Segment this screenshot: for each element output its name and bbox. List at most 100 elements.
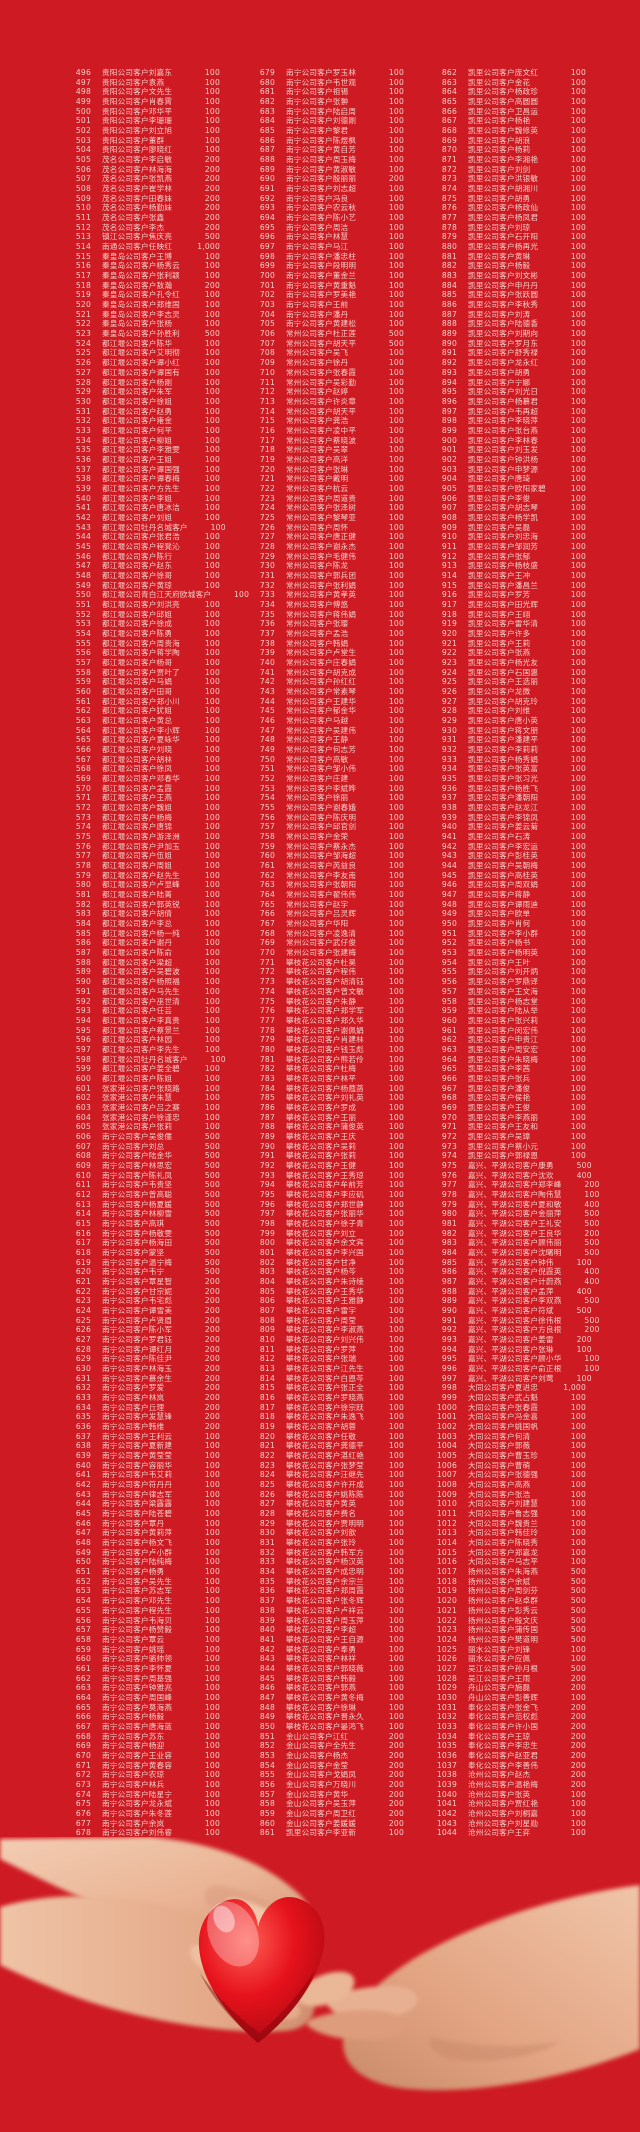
- entry-amount: 100: [204, 1702, 220, 1712]
- entry-amount: 100: [204, 416, 220, 426]
- entry-amount: 100: [570, 764, 586, 774]
- entry-name: 凯里公司客户郭禄恩: [468, 1151, 539, 1161]
- entry-number: 597: [75, 1044, 91, 1054]
- entry-number: 1000: [436, 1402, 457, 1412]
- entry-amount: 100: [570, 203, 586, 213]
- entry-amount: 500: [204, 1238, 220, 1248]
- entry-number: 653: [75, 1586, 91, 1596]
- list-item: 524 都江堰公司客户陈华 100: [64, 339, 220, 349]
- entry-number: 864: [441, 87, 457, 97]
- entry-number: 585: [75, 928, 91, 938]
- entry-number: 873: [441, 174, 457, 184]
- list-item: 642 南宁公司客户符丹丹 100: [64, 1480, 220, 1490]
- entry-name: 金山公司客户杨杰: [286, 1750, 349, 1760]
- entry-number: 1032: [436, 1712, 457, 1722]
- entry-number: 715: [259, 416, 275, 426]
- list-item: 612 南宁公司客户曾高聪 500: [64, 1190, 220, 1200]
- entry-number: 641: [75, 1470, 91, 1480]
- entry-number: 1041: [436, 1799, 457, 1809]
- entry-number: 526: [75, 358, 91, 368]
- entry-name: 都江堰公司客户李总: [102, 919, 173, 929]
- entry-name: 南宁公司客户唐海蓝: [102, 1721, 173, 1731]
- entry-name: 都江堰公司客户谭春梅: [102, 474, 180, 484]
- list-item: 889 凯里公司客户刘期向 100: [430, 329, 586, 339]
- entry-number: 506: [75, 164, 91, 174]
- entry-number: 700: [259, 271, 275, 281]
- entry-number: 860: [259, 1818, 275, 1828]
- entry-amount: 100: [570, 938, 586, 948]
- list-item: 552 都江堰公司客户邱姐 100: [64, 610, 220, 620]
- list-item: 953 凯里公司客户杨明英 100: [430, 948, 586, 958]
- entry-number: 839: [259, 1615, 275, 1625]
- entry-number: 979: [441, 1199, 457, 1209]
- list-item: 519 秦皇岛公司客户孔令红 100: [64, 290, 220, 300]
- entry-amount: 200: [204, 203, 220, 213]
- entry-number: 639: [75, 1451, 91, 1461]
- entry-amount: 100: [388, 841, 404, 851]
- entry-number: 878: [441, 222, 457, 232]
- entry-name: 嘉兴、平湖公司客户张琳: [468, 1344, 554, 1354]
- entry-number: 607: [75, 1141, 91, 1151]
- entry-number: 987: [441, 1276, 457, 1286]
- entry-name: 攀枝花公司客户郑学军: [286, 1006, 364, 1016]
- list-item: 1000 大同公司客户张春霞 100: [430, 1403, 586, 1413]
- entry-name: 扬州公司客户周剑芬: [468, 1586, 539, 1596]
- entry-name: 凯里公司客户李亚新: [286, 1828, 357, 1838]
- list-item: 982 嘉兴、平湖公司客户王良华 200: [430, 1229, 599, 1239]
- list-item: 581 都江堰公司客户陆菁 100: [64, 890, 220, 900]
- entry-amount: 200: [204, 222, 220, 232]
- list-item: 561 都江堰公司客户郑小川 100: [64, 697, 220, 707]
- entry-amount: 1,000: [563, 1383, 586, 1393]
- entry-name: 秦皇岛公司客户敖瀚: [102, 280, 173, 290]
- entry-name: 沧州公司客户贾红艳: [468, 1799, 539, 1809]
- entry-amount: 100: [204, 483, 220, 493]
- list-item: 899 凯里公司客户张台燕 100: [430, 426, 586, 436]
- entry-number: 671: [75, 1760, 91, 1770]
- list-item: 538 都江堰公司客户谭春梅 100: [64, 474, 220, 484]
- entry-name: 嘉兴、平湖公司客户沈欢: [468, 1170, 554, 1180]
- entry-name: 都江堰公司客户梁超: [102, 957, 173, 967]
- entry-name: 都江堰公司客户王燕: [102, 793, 173, 803]
- entry-name: 秦皇岛公司客户王博: [102, 251, 173, 261]
- entry-amount: 100: [204, 1064, 220, 1074]
- entry-amount: 100: [570, 464, 586, 474]
- entry-amount: 100: [388, 1480, 404, 1490]
- entry-name: 凯里公司客户谭雨迪: [468, 899, 539, 909]
- entry-amount: 100: [570, 97, 586, 107]
- entry-amount: 100: [570, 706, 586, 716]
- entry-amount: 100: [388, 290, 404, 300]
- entry-name: 贵阳公司客户李珊珊: [102, 116, 173, 126]
- list-item: 995 嘉兴、平湖公司客户顾小华 100: [430, 1354, 599, 1364]
- entry-number: 670: [75, 1750, 91, 1760]
- entry-amount: 100: [584, 1189, 600, 1199]
- entry-amount: 100: [570, 1509, 586, 1519]
- list-item: 777 攀枝花公司客户郑久华 100: [248, 1016, 404, 1026]
- list-item: 837 攀枝花公司客户张冬辉 100: [248, 1596, 404, 1606]
- list-item: 763 常州公司客户张朝阳 100: [248, 880, 404, 890]
- entry-name: 秦皇岛公司客户杨秀云: [102, 261, 180, 271]
- list-item: 886 凯里公司客户李秋秀 100: [430, 300, 586, 310]
- entry-number: 734: [259, 599, 275, 609]
- entry-number: 626: [75, 1325, 91, 1335]
- list-item: 609 南宁公司客户林思宏 500: [64, 1161, 220, 1171]
- entry-number: 882: [441, 261, 457, 271]
- entry-name: 凯里公司客户王俊: [468, 1102, 531, 1112]
- entry-name: 扬州公司客户朱海燕: [468, 1567, 539, 1577]
- entry-amount: 100: [388, 1567, 404, 1577]
- entry-number: 1037: [436, 1760, 457, 1770]
- entry-name: 南宁公司客户杨赞毅: [102, 1625, 173, 1635]
- entry-number: 911: [441, 541, 457, 551]
- list-item: 948 凯里公司客户谭雨迪 100: [430, 900, 586, 910]
- entry-number: 789: [259, 1131, 275, 1141]
- entry-name: 南宁公司客户韦海贝: [102, 1615, 173, 1625]
- entry-name: 南宁公司客户陆启周: [286, 106, 357, 116]
- list-item: 864 凯里公司客户杨政珍 100: [430, 87, 586, 97]
- entry-name: 攀枝花公司客户王丽: [286, 1112, 357, 1122]
- entry-number: 540: [75, 493, 91, 503]
- entry-number: 865: [441, 97, 457, 107]
- entry-name: 茂名公司客户田春妹: [102, 193, 173, 203]
- entry-amount: 200: [204, 1412, 220, 1422]
- entry-amount: 100: [570, 435, 586, 445]
- entry-amount: 100: [204, 580, 220, 590]
- entry-number: 892: [441, 358, 457, 368]
